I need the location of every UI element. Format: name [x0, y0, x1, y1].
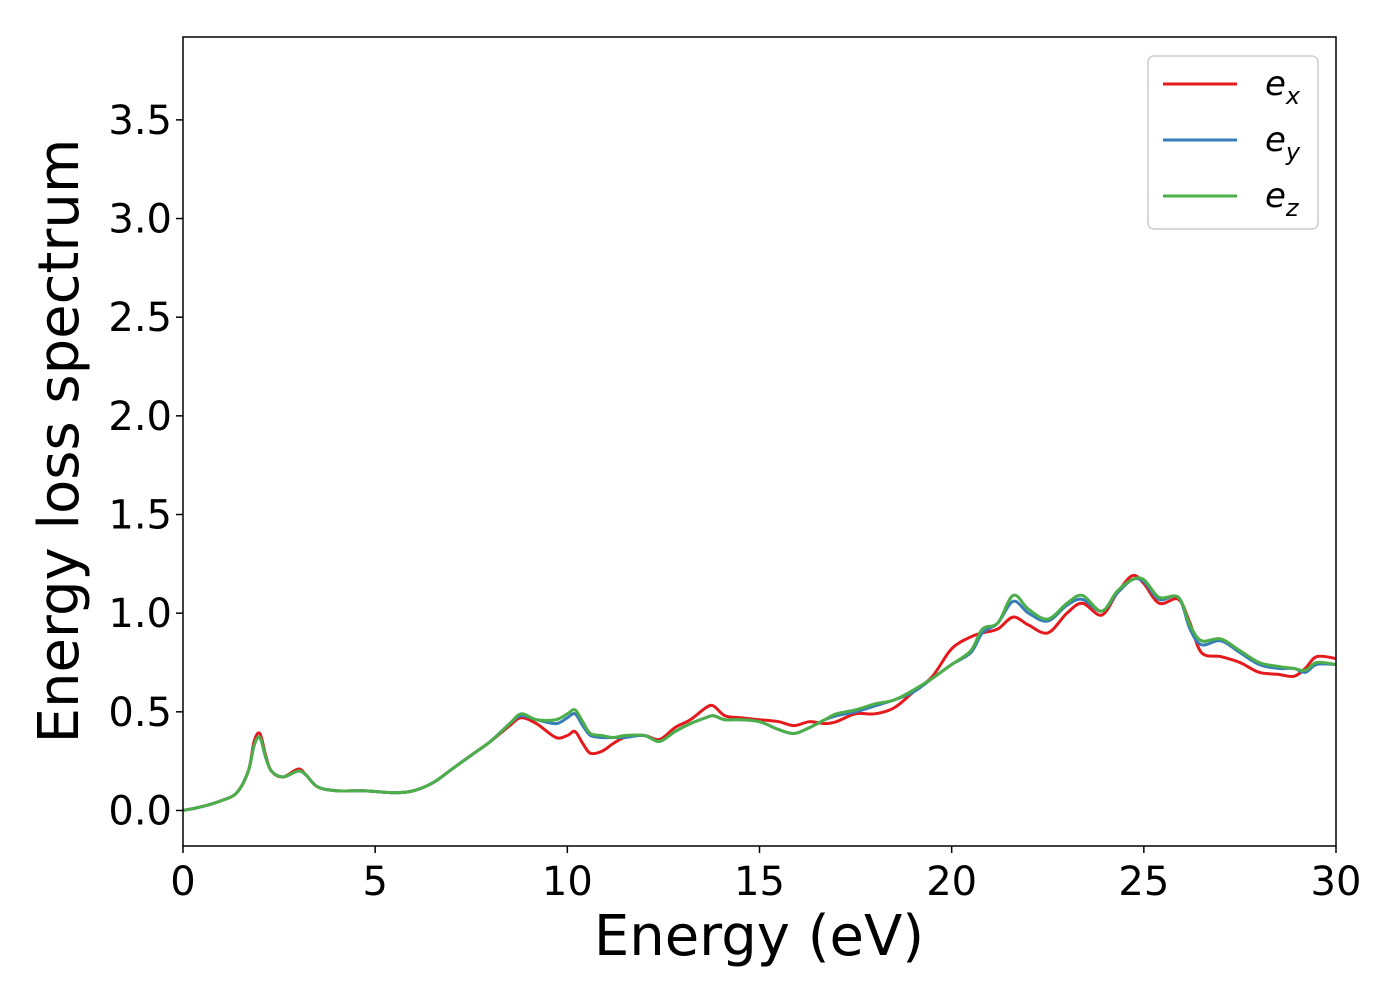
y-tick-label: 3.0	[108, 197, 172, 243]
y-tick-label: 0.0	[108, 788, 172, 834]
series-line-ez	[183, 576, 1336, 812]
x-tick-label: 20	[926, 859, 977, 905]
y-tick-label: 2.5	[108, 295, 172, 341]
legend-label-ez: ez	[1265, 176, 1300, 222]
y-tick-label: 3.5	[108, 98, 172, 144]
y-tick-label: 2.0	[108, 394, 172, 440]
x-tick-label: 0	[170, 859, 195, 905]
legend-frame	[1147, 55, 1319, 230]
x-tick-label: 10	[542, 859, 593, 905]
legend-label-subscript: y	[1285, 138, 1301, 166]
x-axis-ticks: 0 5 10 15 20 25 30	[170, 846, 1361, 905]
x-tick-label: 25	[1118, 859, 1169, 905]
y-axis-ticks: 0.0 0.5 1.0 1.5 2.0 2.5 3.0 3.5	[108, 98, 183, 834]
x-tick-label: 15	[734, 859, 785, 905]
legend-label-base: e	[1265, 64, 1286, 104]
y-axis-label: Energy loss spectrum	[27, 139, 92, 744]
x-axis-label: Energy (eV)	[594, 904, 924, 969]
legend-label-subscript: x	[1285, 82, 1301, 110]
legend-label-subscript: z	[1285, 194, 1300, 222]
x-tick-label: 30	[1311, 859, 1362, 905]
y-tick-label: 1.5	[108, 493, 172, 539]
legend-label-ex: ex	[1265, 64, 1301, 110]
x-tick-label: 5	[362, 859, 387, 905]
y-tick-label: 0.5	[108, 690, 172, 736]
legend-label-base: e	[1265, 176, 1286, 216]
legend-label-ey: ey	[1265, 120, 1301, 166]
legend-label-base: e	[1265, 120, 1286, 160]
series-lines	[183, 573, 1336, 812]
y-tick-label: 1.0	[108, 591, 172, 637]
